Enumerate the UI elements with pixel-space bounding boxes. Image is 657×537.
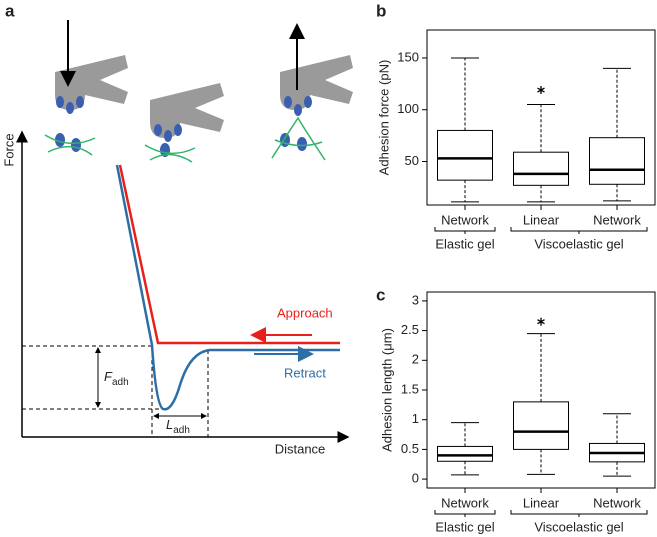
fibers: [44, 116, 326, 163]
approach-curve: [118, 164, 340, 345]
box: [513, 151, 569, 186]
y-tick-label: 150: [397, 49, 419, 64]
force-symbol: Fadh: [104, 369, 129, 387]
y-tick-label: 50: [405, 153, 419, 168]
x-tick-label: Network: [441, 212, 489, 227]
panel-label: b: [376, 1, 386, 20]
approach-label: Approach: [277, 305, 333, 320]
panel-label: c: [376, 285, 385, 304]
y-tick-label: 2.5: [401, 322, 419, 337]
group-label: Viscoelastic gel: [534, 519, 623, 534]
retract-curve: [115, 164, 340, 411]
y-tick-label: 0.5: [401, 441, 419, 456]
box: [437, 445, 493, 462]
x-tick-label: Network: [593, 212, 641, 227]
x-tick-label: Network: [441, 495, 489, 510]
y-tick-label: 0: [412, 471, 419, 486]
length-symbol: Ladh: [166, 417, 190, 435]
group-bracket: [510, 227, 648, 234]
box: [437, 129, 493, 181]
panel-label: a: [5, 1, 15, 20]
symbol: L: [166, 417, 173, 432]
molecules: [55, 96, 312, 157]
y-tick-label: 3: [412, 292, 419, 307]
retract-label: Retract: [284, 365, 326, 380]
group-label: Elastic gel: [435, 519, 494, 534]
guides: [22, 345, 209, 437]
group-bracket: [434, 227, 496, 234]
x-tick-label: Network: [593, 495, 641, 510]
y-tick-label: 1.5: [401, 381, 419, 396]
x-tick-label: Linear: [523, 495, 560, 510]
cantilevers: [55, 55, 353, 138]
y-axis-label: Adhesion force (pN): [376, 60, 391, 176]
group-bracket: [510, 510, 648, 517]
box: [513, 401, 569, 450]
subscript: adh: [173, 425, 190, 436]
y-axis-label: Adhesion length (μm): [379, 328, 394, 452]
symbol: F: [104, 369, 113, 384]
subscript: adh: [112, 377, 129, 388]
x-tick-label: Linear: [523, 212, 560, 227]
y-tick-label: 100: [397, 101, 419, 116]
y-tick-label: 2: [412, 352, 419, 367]
flier: [537, 86, 545, 95]
y-tick-label: 1: [412, 411, 419, 426]
x-axis-label: Distance: [275, 441, 326, 456]
y-axis-label: Force: [1, 133, 16, 166]
group-label: Viscoelastic gel: [534, 236, 623, 251]
box: [589, 137, 645, 185]
flier: [537, 317, 545, 326]
group-label: Elastic gel: [435, 236, 494, 251]
group-bracket: [434, 510, 496, 517]
